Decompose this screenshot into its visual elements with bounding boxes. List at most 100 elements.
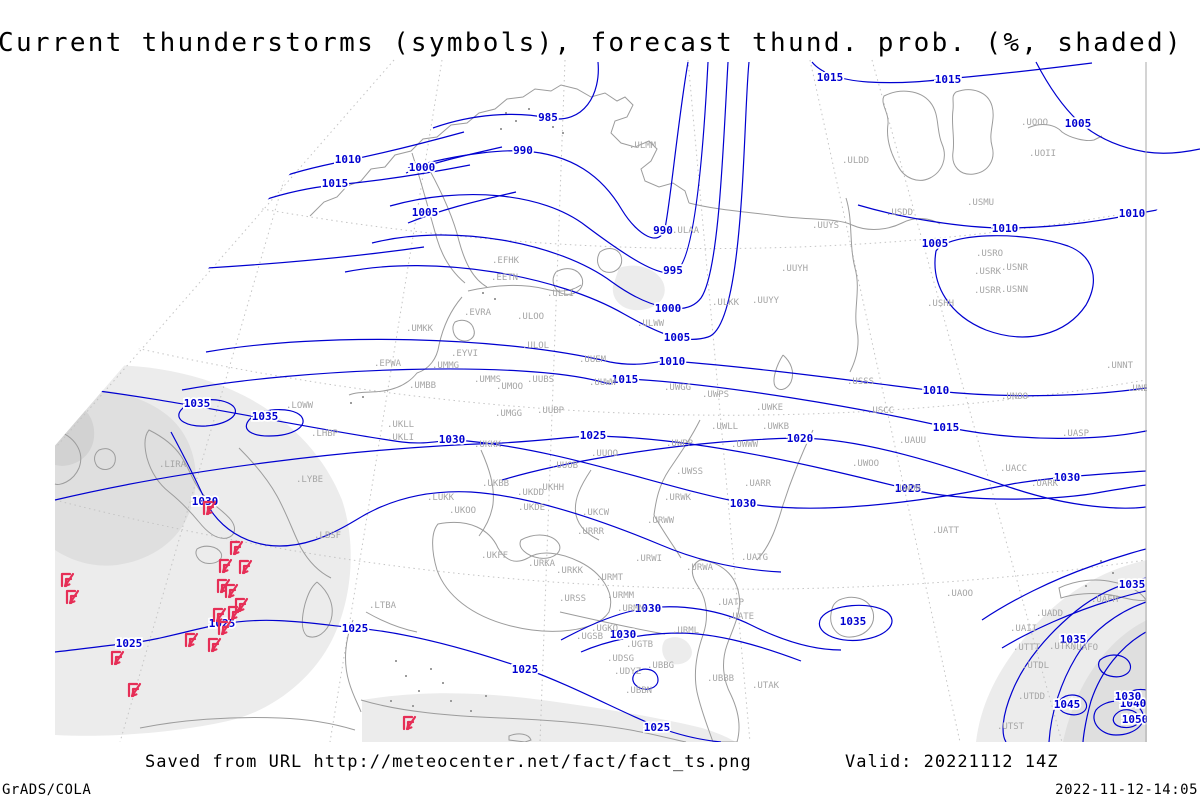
station-code-label: .UDYZ — [614, 667, 642, 677]
island-speckle — [562, 132, 564, 134]
island-speckle — [412, 705, 414, 707]
contour-label: 1035 — [840, 615, 867, 628]
station-code-label: .ULKK — [712, 298, 740, 308]
station-code-label: .LUKK — [427, 493, 455, 503]
coastline — [519, 534, 561, 559]
station-code-label: .LBSF — [314, 531, 341, 541]
coastline — [597, 248, 623, 273]
station-code-label: .UBBG — [647, 661, 674, 671]
isobar-line — [1121, 688, 1147, 699]
isobar-line — [181, 368, 1200, 439]
coastline — [144, 429, 235, 539]
station-code-label: .UKLI — [387, 433, 414, 443]
contour-label: 1005 — [412, 206, 439, 219]
isobar-line — [1001, 590, 1147, 649]
station-code-label: .USRK — [974, 267, 1002, 277]
station-code-label: .UACC — [1000, 464, 1027, 474]
isobar-line — [54, 435, 1147, 501]
station-code-label: .UKOO — [449, 506, 476, 516]
probability-shading — [284, 551, 340, 597]
isobar-line — [405, 146, 503, 174]
graticule-line — [809, 59, 961, 742]
station-code-label: .ULOL — [522, 341, 549, 351]
isobar-line — [501, 437, 1147, 509]
station-code-label: .UWGG — [664, 383, 691, 393]
contour-label: 1015 — [612, 373, 639, 386]
island-speckle — [430, 668, 432, 670]
station-code-label: .UUOO — [591, 449, 618, 459]
contour-label: 1005 — [664, 331, 691, 344]
station-code-label: .UMBB — [409, 381, 436, 391]
island-speckle — [470, 710, 472, 712]
island-speckle — [1100, 560, 1102, 562]
coastline — [478, 449, 494, 537]
station-code-label: .UWKE — [756, 403, 783, 413]
station-code-label: .UKLL — [387, 420, 414, 430]
station-code-label: .USRO — [976, 249, 1003, 259]
station-code-label: .UUYY — [752, 296, 780, 306]
island-speckle — [350, 402, 352, 404]
coastline — [301, 581, 333, 638]
island-speckle — [552, 126, 554, 128]
footer-line: Saved from URL http://meteocenter.net/fa… — [0, 752, 1200, 774]
graticule-line — [119, 179, 1147, 250]
contour-label: 1025 — [895, 482, 922, 495]
coastline — [360, 699, 687, 742]
coastline — [452, 319, 475, 342]
contour-label: 1025 — [116, 637, 143, 650]
coastline — [348, 296, 463, 396]
coastline — [94, 448, 116, 470]
contour-label: 1015 — [935, 73, 962, 86]
coastline — [559, 611, 666, 635]
contour-label-layer: 985 990 990 995 1000 1000 1005 1010 1015 1030 1015… — [53, 69, 1150, 736]
station-code-label: .EFHK — [492, 256, 520, 266]
island-speckle — [418, 690, 420, 692]
station-code-label: .UAFM — [1091, 595, 1119, 605]
coastline — [345, 619, 362, 713]
station-code-label: .UATP — [717, 598, 745, 608]
station-code-label: .UWOO — [852, 459, 879, 469]
graticule-line — [56, 59, 395, 447]
coastline — [845, 197, 859, 373]
station-code-label: .UAOO — [946, 589, 973, 599]
isobar-line — [1048, 601, 1147, 742]
isobar-line — [54, 385, 1147, 509]
station-code-label: .UWWW — [731, 440, 759, 450]
station-code-label: .LTBA — [369, 601, 397, 611]
station-code-label: .UUYH — [781, 264, 808, 274]
station-code-label: .UWPP — [666, 439, 694, 449]
station-code-label: .URMT — [596, 573, 624, 583]
isobar-line — [54, 246, 425, 278]
contour-label: 1025 — [512, 663, 539, 676]
station-code-label: .LOWW — [286, 401, 314, 411]
island-speckle — [1085, 585, 1087, 587]
contour-label: 1030 — [610, 628, 637, 641]
isobar-line — [407, 191, 517, 224]
contour-label: 1050 — [1122, 713, 1149, 726]
contour-label: 1015 — [933, 421, 960, 434]
contour-label: 1010 — [335, 153, 362, 166]
station-code-label: .UTDL — [1022, 661, 1049, 671]
station-code-label: .UKFF — [481, 551, 508, 561]
isobar-line — [389, 61, 709, 274]
station-code-label: .UWLL — [711, 422, 738, 432]
contour-label: 1025 — [580, 429, 607, 442]
render-timestamp: 2022-11-12-14:05 — [1055, 782, 1198, 798]
contour-label: 1035 — [1119, 578, 1146, 591]
coastline — [411, 152, 466, 284]
station-code-label: .UAFO — [1071, 643, 1098, 653]
island-speckle — [405, 675, 407, 677]
isobar-line — [432, 61, 599, 129]
isobar-line — [934, 235, 1094, 338]
station-code-label: .UASP — [1062, 429, 1090, 439]
station-code-label: .UUEM — [579, 355, 607, 365]
bottom-row: GrADS/COLA 2022-11-12-14:05 — [0, 782, 1200, 800]
station-code-label: .UTKN — [1049, 642, 1076, 652]
isobar-line — [1098, 654, 1132, 678]
isobar-line — [269, 131, 465, 182]
station-code-label: .URMM — [607, 591, 635, 601]
station-code-label: .ULOO — [517, 312, 544, 322]
station-code-label: .UUOB — [551, 461, 578, 471]
coastline — [139, 716, 356, 731]
island-speckle — [442, 682, 444, 684]
